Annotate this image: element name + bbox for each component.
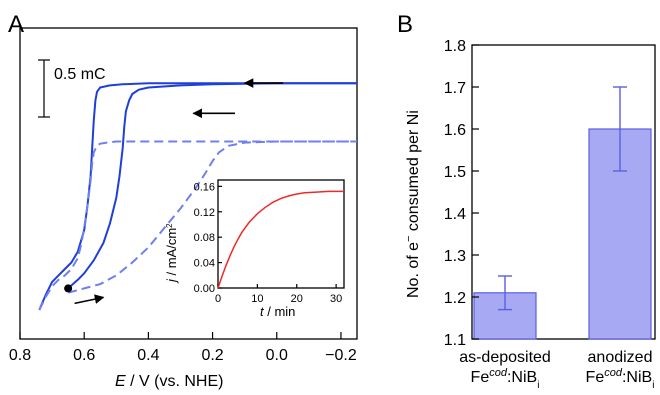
panel-a-chart: 0.8 0.6 0.4 0.2 0.0 −0.2 0.5 mC E / V (vs. NH… <box>9 27 358 390</box>
category-label-0: as-deposited Fecod:NiBi <box>459 349 551 391</box>
inset-x-tick-label: 10 <box>251 293 263 305</box>
panel-b-label: B <box>397 11 413 38</box>
x-tick-label: 0.6 <box>73 347 95 364</box>
inset-y-tick-label: 0.00 <box>194 283 215 295</box>
panel-a-arrows <box>74 78 284 305</box>
inset-x-axis-label: t / min <box>260 304 295 319</box>
cv-curve-3-dashed <box>38 140 357 311</box>
scale-bar: 0.5 mC <box>38 59 106 118</box>
inset-frame <box>217 179 345 289</box>
inset-current-curve <box>217 190 344 289</box>
inset-y-tick-label: 0.12 <box>194 207 215 219</box>
cv-curve-4-dashed <box>67 140 357 294</box>
inset-x-tick-label: 20 <box>291 293 303 305</box>
y-tick-label: 1.4 <box>444 206 466 223</box>
panel-b-y-axis-label: No. of e− consumed per Ni <box>403 110 422 298</box>
y-tick-label: 1.5 <box>444 164 466 181</box>
y-tick-label: 1.6 <box>444 122 466 139</box>
category-1-line2: Fecod:NiBi <box>586 367 655 391</box>
panel-b-chart: 1.1 1.2 1.3 1.4 1.5 1.6 1.7 1.8 No. of e− consu… <box>403 38 656 391</box>
category-1-line1: anodized <box>588 349 653 366</box>
category-0-line1: as-deposited <box>459 349 551 366</box>
inset-x-tick-label: 0 <box>215 293 221 305</box>
panel-a-frame <box>19 27 358 340</box>
x-tick-label: 0.0 <box>266 347 288 364</box>
category-0-line2: Fecod:NiBi <box>471 367 540 391</box>
x-tick-label: 0.8 <box>9 347 31 364</box>
cv-curve-1-solid <box>38 82 357 311</box>
y-tick-label: 1.7 <box>444 80 466 97</box>
x-tick-label: 0.2 <box>201 347 223 364</box>
cv-curve-2-solid <box>67 82 357 290</box>
scale-bar-label: 0.5 mC <box>54 66 106 83</box>
panel-a-label: A <box>8 11 24 38</box>
inset-y-tick-label: 0.08 <box>194 232 215 244</box>
inset-x-tick-label: 30 <box>330 293 342 305</box>
y-tick-label: 1.8 <box>444 38 466 55</box>
y-tick-label: 1.1 <box>444 332 466 349</box>
x-tick-label: −0.2 <box>325 347 357 364</box>
panel-a-curves <box>38 82 357 311</box>
panel-b-y-ticks: 1.1 1.2 1.3 1.4 1.5 1.6 1.7 1.8 <box>444 38 479 349</box>
category-label-1: anodized Fecod:NiBi <box>586 349 655 391</box>
y-tick-label: 1.3 <box>444 248 466 265</box>
panel-a-x-axis-label: E / V (vs. NHE) <box>115 373 223 390</box>
inset-y-axis-label: j / mA/cm2 <box>164 223 179 284</box>
x-tick-label: 0.4 <box>137 347 159 364</box>
inset-chart: 0 10 20 30 0.00 0.04 0.08 0.12 0.16 t / min j / … <box>164 179 345 319</box>
inset-ticks: 0 10 20 30 0.00 0.04 0.08 0.12 0.16 <box>194 181 343 305</box>
start-point-marker <box>64 284 73 293</box>
inset-y-tick-label: 0.16 <box>194 181 215 193</box>
inset-y-tick-label: 0.04 <box>194 258 215 270</box>
y-tick-label: 1.2 <box>444 290 466 307</box>
panel-b-bars <box>473 86 652 340</box>
panel-a-x-ticks: 0.8 0.6 0.4 0.2 0.0 −0.2 <box>9 332 357 364</box>
scan-direction-arrow <box>74 294 105 305</box>
panel-b-frame <box>471 44 656 340</box>
